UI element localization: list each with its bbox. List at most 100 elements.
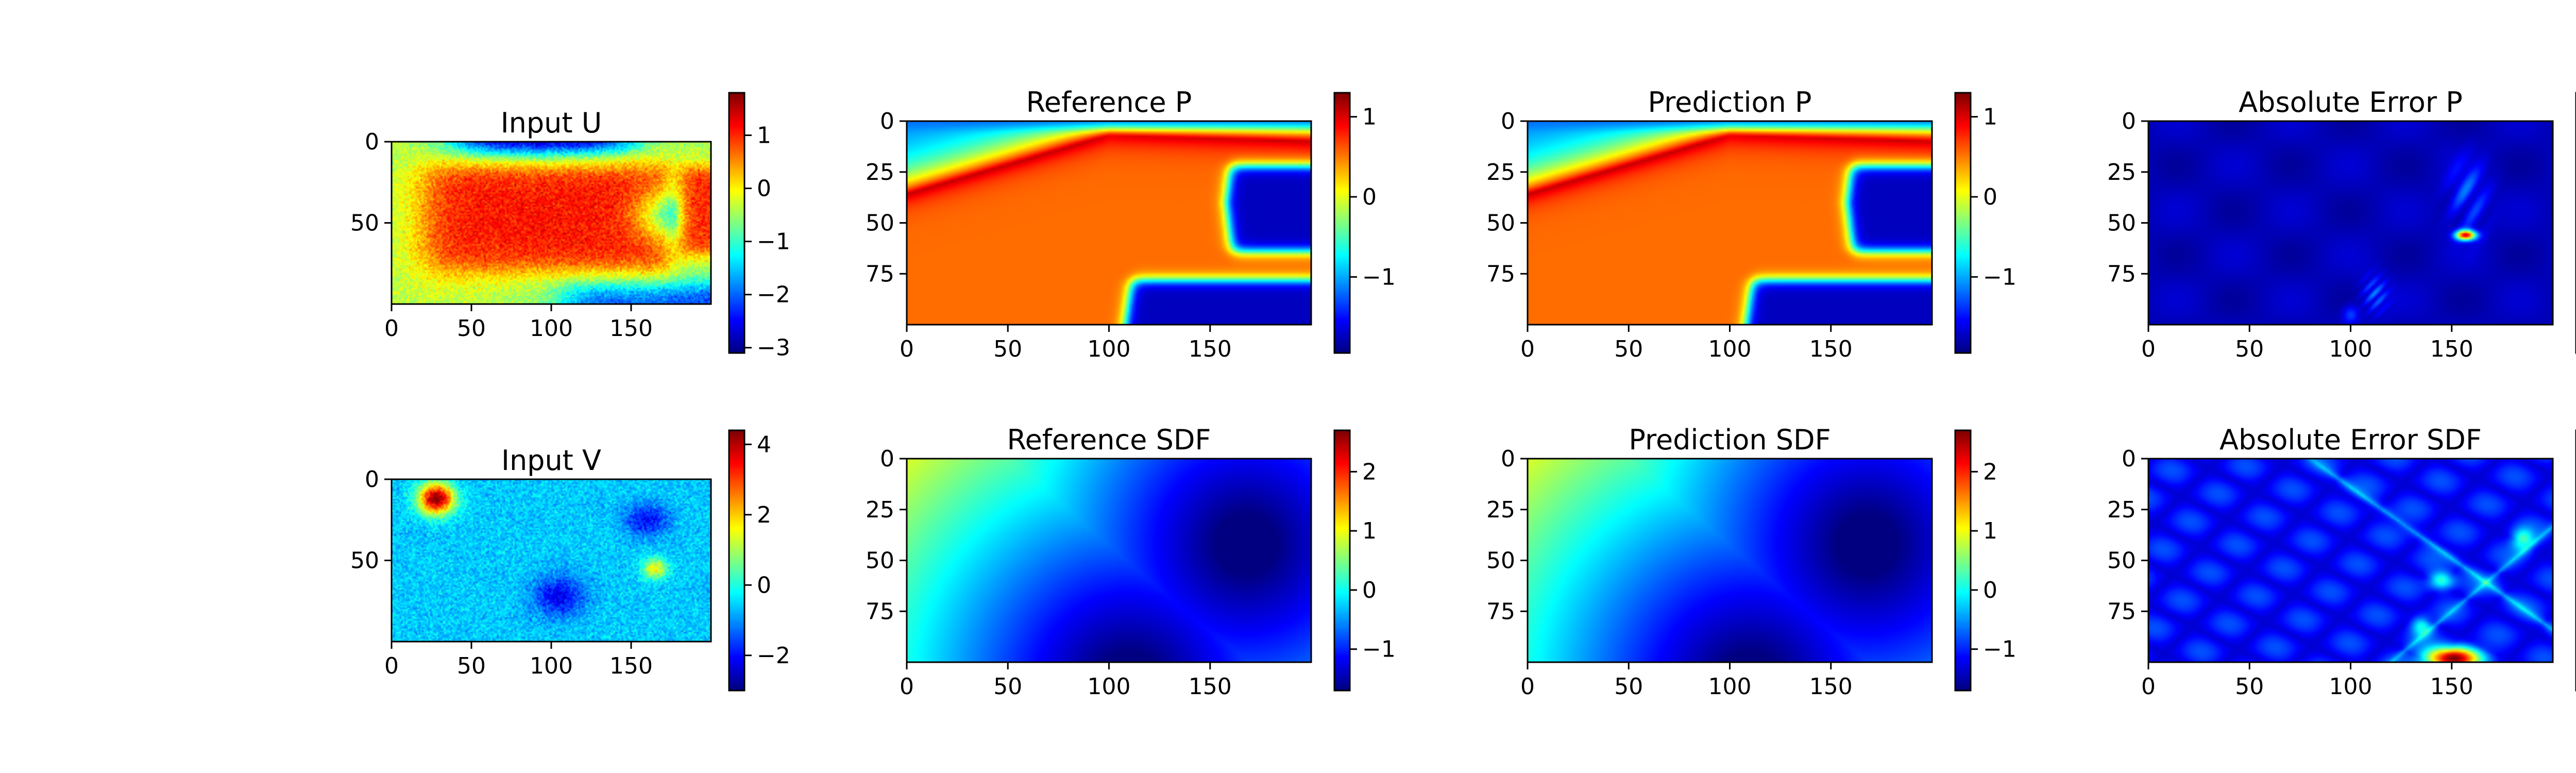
- x-tick-label: 150: [609, 653, 653, 679]
- heatmap-panel-6: Reference SDF 0 50 100 150 0 25 50 75 2 1 0 −1: [866, 424, 1396, 700]
- colorbar-tick-label: −1: [1983, 636, 2016, 663]
- y-tick-label: 50: [350, 210, 379, 237]
- colorbar-tick-label: −1: [1362, 636, 1396, 663]
- y-tick-label: 0: [2122, 108, 2136, 135]
- x-tick-label: 50: [2235, 336, 2264, 362]
- x-tick-label: 50: [457, 653, 486, 679]
- x-tick-label: 0: [1520, 336, 1535, 362]
- heatmap-image: [392, 479, 711, 642]
- y-tick-label: 75: [1486, 261, 1515, 287]
- colorbar: [729, 93, 744, 353]
- y-tick-label: 25: [1486, 497, 1515, 523]
- x-tick-label: 50: [457, 315, 486, 342]
- x-tick-label: 0: [2141, 674, 2156, 700]
- y-tick-label: 50: [866, 548, 894, 574]
- x-tick-label: 100: [1088, 674, 1131, 700]
- heatmap-image: [907, 121, 1311, 325]
- colorbar-tick-label: 1: [1362, 104, 1377, 130]
- x-tick-label: 150: [2430, 674, 2473, 700]
- panel-title: Input V: [501, 444, 601, 477]
- x-tick-label: 50: [993, 336, 1022, 362]
- colorbar-tick-label: 0: [1983, 577, 1997, 603]
- y-tick-label: 0: [2122, 446, 2136, 472]
- heatmap-image: [2148, 121, 2553, 325]
- colorbar-tick-label: 0: [1362, 184, 1377, 210]
- heatmap-panel-2: Reference P 0 50 100 150 0 25 50 75 1 0 −1: [866, 86, 1396, 362]
- y-tick-label: 50: [1486, 210, 1515, 237]
- x-tick-label: 150: [2430, 336, 2473, 362]
- y-tick-label: 0: [880, 108, 894, 135]
- colorbar: [729, 430, 744, 691]
- x-tick-label: 100: [530, 653, 573, 679]
- y-tick-label: 75: [2107, 261, 2136, 287]
- colorbar-tick-label: 1: [1983, 518, 1997, 544]
- y-tick-label: 50: [866, 210, 894, 237]
- x-tick-label: 0: [1520, 674, 1535, 700]
- heatmap-panel-8: Absolute Error SDF05010015002550750.200.…: [2107, 424, 2576, 700]
- colorbar-tick-label: 0: [1983, 184, 1997, 210]
- colorbar-frame: [1333, 429, 1351, 692]
- colorbar-tick-label: 0: [757, 176, 771, 202]
- colorbar: [1955, 430, 1971, 691]
- y-tick-label: 25: [866, 159, 894, 186]
- x-tick-label: 150: [609, 315, 653, 342]
- x-tick-label: 150: [1809, 674, 1853, 700]
- colorbar-tick-label: 1: [1362, 518, 1377, 544]
- colorbar-tick-label: 1: [757, 122, 771, 148]
- y-tick-label: 75: [2107, 598, 2136, 625]
- x-tick-label: 0: [900, 336, 914, 362]
- heatmap-image: [907, 459, 1311, 662]
- x-tick-label: 150: [1809, 336, 1853, 362]
- y-tick-label: 75: [866, 598, 894, 625]
- panel-title: Prediction P: [1648, 86, 1812, 119]
- panel-title: Prediction SDF: [1629, 424, 1831, 456]
- x-tick-label: 100: [1708, 674, 1752, 700]
- colorbar-frame: [728, 429, 745, 692]
- colorbar-tick-label: −2: [757, 643, 790, 669]
- y-tick-label: 75: [1486, 598, 1515, 625]
- y-tick-label: 0: [1501, 446, 1515, 472]
- x-tick-label: 100: [2329, 674, 2372, 700]
- heatmap-panel-5: Input V 0 50 100 150 0 50 4 2 0 −2: [350, 429, 790, 692]
- y-tick-label: 0: [365, 129, 379, 155]
- heatmap-image: [2148, 459, 2553, 662]
- x-tick-label: 100: [1088, 336, 1131, 362]
- colorbar-tick-label: −2: [757, 282, 790, 308]
- heatmap-image: [1528, 459, 1932, 662]
- y-tick-label: 0: [880, 446, 894, 472]
- heatmap-image: [392, 142, 711, 304]
- x-tick-label: 50: [993, 674, 1022, 700]
- y-tick-label: 50: [2107, 548, 2136, 574]
- x-tick-label: 100: [2329, 336, 2372, 362]
- x-tick-label: 150: [1189, 674, 1232, 700]
- colorbar-tick-label: −1: [757, 229, 790, 255]
- y-tick-label: 0: [365, 466, 379, 493]
- heatmap-panel-3: Prediction P 0 50 100 150 0 25 50 75 1 0 −1: [1486, 86, 2016, 362]
- colorbar-tick-label: 2: [757, 502, 771, 528]
- colorbar-tick-label: 0: [757, 572, 771, 598]
- colorbar-tick-label: 4: [757, 431, 771, 458]
- colorbar-frame: [1954, 429, 1972, 692]
- colorbar-frame: [728, 92, 745, 354]
- y-tick-label: 50: [350, 548, 379, 574]
- colorbar-tick-label: 0: [1362, 577, 1377, 603]
- x-tick-label: 0: [2141, 336, 2156, 362]
- colorbar-tick-label: 2: [1362, 459, 1377, 485]
- panel-title: Absolute Error P: [2239, 86, 2463, 119]
- colorbar-tick-label: −3: [757, 335, 790, 361]
- x-tick-label: 150: [1189, 336, 1232, 362]
- colorbar-tick-label: −1: [1362, 264, 1396, 290]
- colorbar-frame: [1954, 92, 1972, 354]
- y-tick-label: 0: [1501, 108, 1515, 135]
- panel-title: Absolute Error SDF: [2219, 424, 2482, 456]
- y-tick-label: 75: [866, 261, 894, 287]
- x-tick-label: 100: [530, 315, 573, 342]
- x-tick-label: 0: [384, 315, 399, 342]
- panel-title: Reference SDF: [1007, 424, 1211, 456]
- colorbar-tick-label: 2: [1983, 459, 1997, 485]
- x-tick-label: 50: [2235, 674, 2264, 700]
- colorbar: [1334, 93, 1350, 353]
- colorbar: [1334, 430, 1350, 691]
- panel-title: Reference P: [1026, 86, 1192, 119]
- heatmap-panel-4: Absolute Error P05010015002550750.50.40.…: [2107, 86, 2576, 362]
